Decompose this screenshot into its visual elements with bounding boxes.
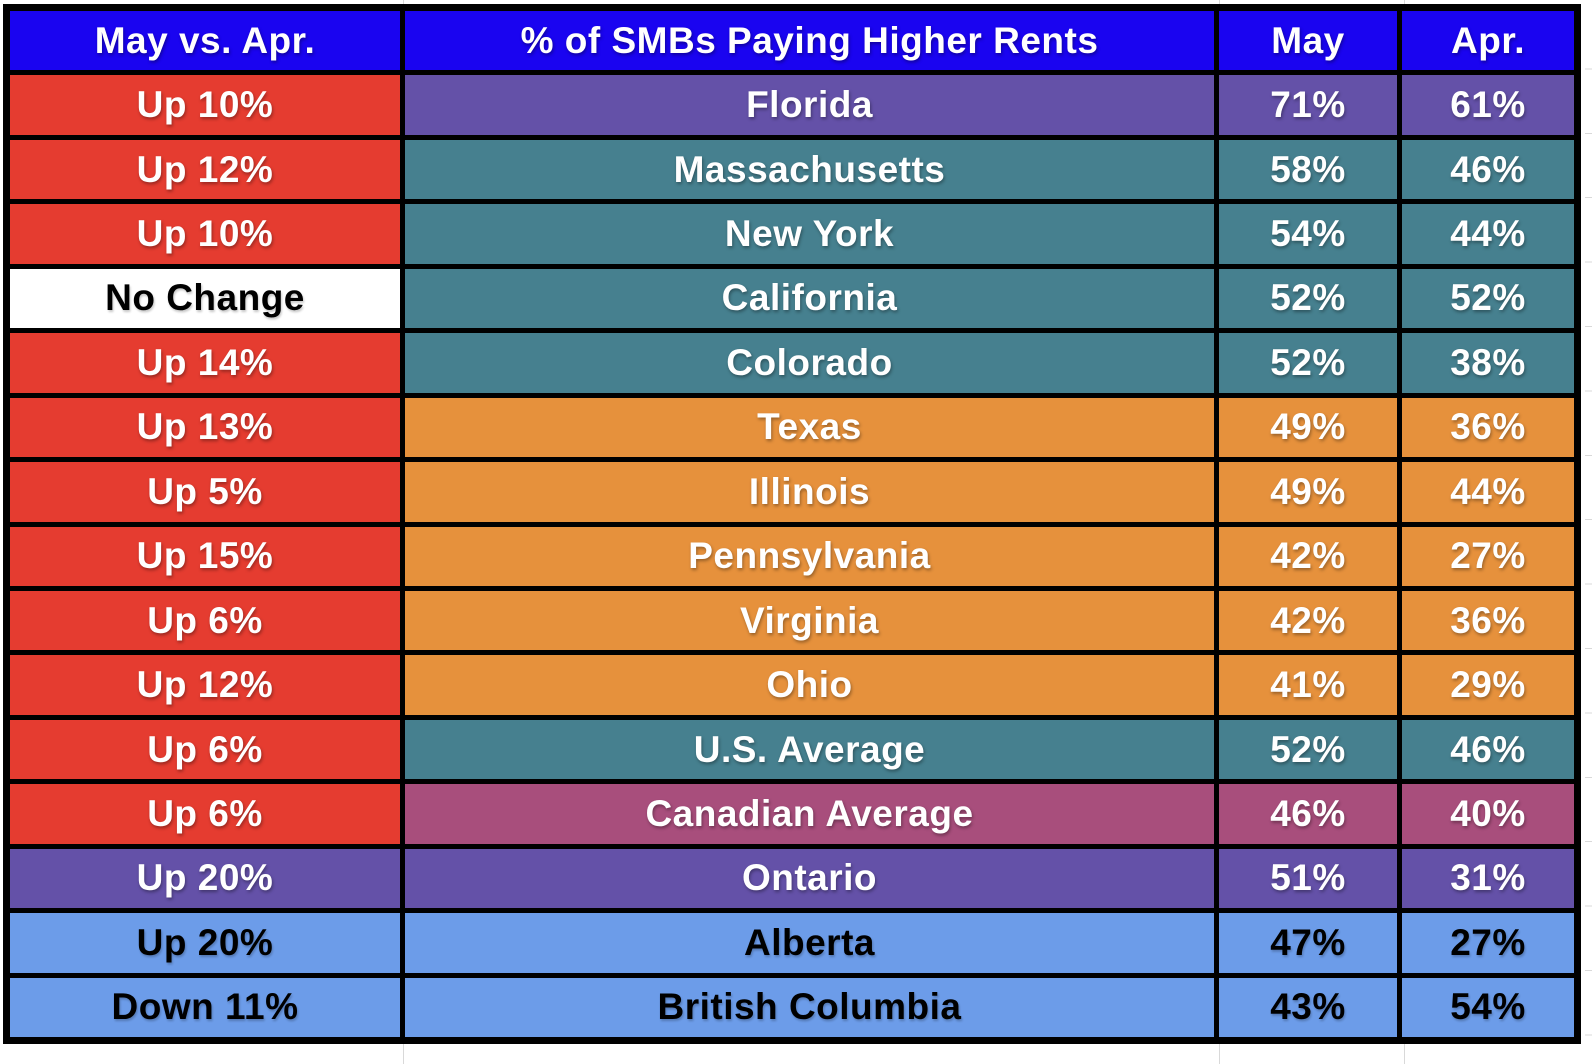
change-cell: No Change [10,268,400,329]
region-cell: Florida [405,75,1214,135]
apr-value-cell: 29% [1402,655,1574,715]
apr-value-cell: 31% [1402,848,1574,909]
may-value-cell: 52% [1219,333,1397,393]
change-cell: Up 10% [10,204,400,264]
may-value-cell: 58% [1219,139,1397,200]
region-cell: Ontario [405,848,1214,909]
apr-value-cell: 46% [1402,719,1574,780]
apr-value-cell: 46% [1402,139,1574,200]
change-cell: Up 13% [10,397,400,458]
apr-value-cell: 61% [1402,75,1574,135]
header-may-column: May [1219,11,1397,71]
change-cell: Up 20% [10,848,400,909]
region-cell: British Columbia [405,977,1214,1037]
header-title: % of SMBs Paying Higher Rents [405,11,1214,71]
change-cell: Up 6% [10,784,400,844]
change-cell: Up 10% [10,75,400,135]
apr-value-cell: 27% [1402,526,1574,586]
margin-gridline [1219,0,1220,4]
header-apr-column: Apr. [1402,11,1574,71]
may-value-cell: 49% [1219,462,1397,522]
region-cell: U.S. Average [405,719,1214,780]
may-value-cell: 49% [1219,397,1397,458]
change-cell: Up 6% [10,590,400,651]
region-cell: Texas [405,397,1214,458]
apr-value-cell: 54% [1402,977,1574,1037]
apr-value-cell: 36% [1402,397,1574,458]
apr-value-cell: 27% [1402,913,1574,973]
region-cell: Colorado [405,333,1214,393]
rent-table: May vs. Apr. % of SMBs Paying Higher Ren… [3,4,1581,1044]
margin-gridline [1404,0,1405,4]
change-cell: Down 11% [10,977,400,1037]
may-value-cell: 51% [1219,848,1397,909]
margin-gridline [403,1044,404,1064]
change-cell: Up 14% [10,333,400,393]
change-cell: Up 6% [10,719,400,780]
may-value-cell: 52% [1219,719,1397,780]
may-value-cell: 43% [1219,977,1397,1037]
may-value-cell: 42% [1219,590,1397,651]
region-cell: Massachusetts [405,139,1214,200]
region-cell: Canadian Average [405,784,1214,844]
region-cell: Pennsylvania [405,526,1214,586]
may-value-cell: 42% [1219,526,1397,586]
apr-value-cell: 36% [1402,590,1574,651]
may-value-cell: 41% [1219,655,1397,715]
margin-gridline [1219,1044,1220,1064]
apr-value-cell: 44% [1402,204,1574,264]
change-cell: Up 20% [10,913,400,973]
change-cell: Up 5% [10,462,400,522]
apr-value-cell: 40% [1402,784,1574,844]
margin-gridline [1404,1044,1405,1064]
change-cell: Up 15% [10,526,400,586]
may-value-cell: 54% [1219,204,1397,264]
change-cell: Up 12% [10,139,400,200]
may-value-cell: 47% [1219,913,1397,973]
region-cell: Illinois [405,462,1214,522]
margin-gridline-column [1585,5,1592,1039]
region-cell: California [405,268,1214,329]
region-cell: Virginia [405,590,1214,651]
apr-value-cell: 52% [1402,268,1574,329]
may-value-cell: 52% [1219,268,1397,329]
region-cell: New York [405,204,1214,264]
region-cell: Ohio [405,655,1214,715]
apr-value-cell: 44% [1402,462,1574,522]
header-change-column: May vs. Apr. [10,11,400,71]
may-value-cell: 46% [1219,784,1397,844]
margin-gridline [403,0,404,4]
apr-value-cell: 38% [1402,333,1574,393]
region-cell: Alberta [405,913,1214,973]
may-value-cell: 71% [1219,75,1397,135]
change-cell: Up 12% [10,655,400,715]
